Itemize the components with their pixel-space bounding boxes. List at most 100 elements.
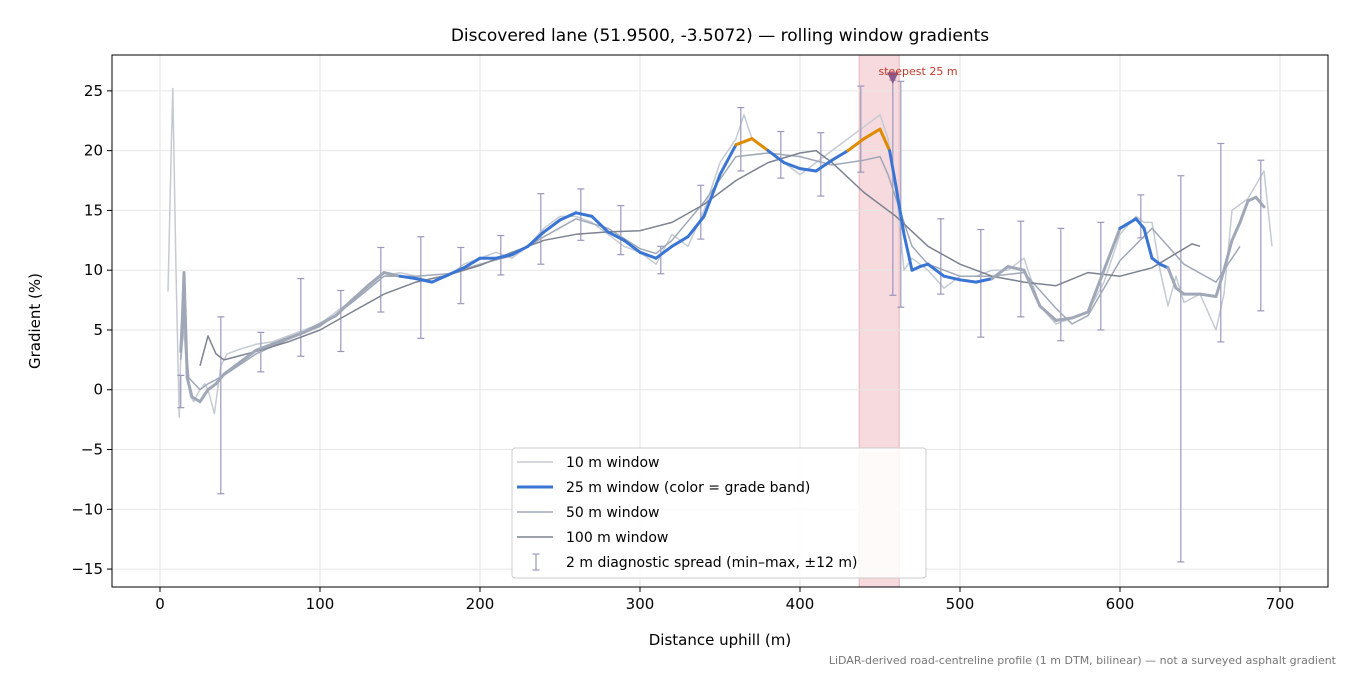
legend-label-errorbar: 2 m diagnostic spread (min–max, ±12 m)	[566, 555, 857, 571]
series-segment-25m	[510, 244, 530, 257]
y-tick-label: −15	[71, 560, 103, 578]
series-segment-25m	[1238, 199, 1250, 224]
series-segment-25m	[894, 185, 906, 236]
x-tick-label: 100	[306, 595, 335, 613]
y-tick-label: 0	[93, 381, 103, 399]
y-tick-label: 10	[84, 261, 103, 279]
x-tick-label: 600	[1106, 595, 1135, 613]
series-segment-25m	[1174, 286, 1186, 296]
y-tick-label: 25	[84, 82, 103, 100]
series-segment-25m	[542, 218, 562, 234]
series-segment-25m	[558, 211, 578, 222]
series-segment-25m	[350, 284, 370, 302]
series-segment-25m	[974, 277, 994, 284]
series-segment-25m	[702, 173, 722, 218]
axes-frame	[111, 54, 1329, 588]
steepest-marker	[886, 72, 899, 85]
series-line-10m	[167, 87, 1273, 418]
series-segment-25m	[958, 278, 978, 284]
series-segment-25m	[814, 158, 834, 173]
x-tick-label: 500	[946, 595, 975, 613]
series-line-100m	[199, 149, 1201, 366]
x-axis-label: Distance uphill (m)	[649, 631, 791, 649]
series-segment-25m	[1038, 304, 1058, 322]
series-segment-25m	[198, 388, 210, 404]
series-segment-25m	[526, 230, 546, 248]
series-segment-25m	[286, 330, 306, 340]
series-segment-25m	[1134, 217, 1146, 230]
series-segment-25m	[1142, 226, 1154, 260]
series-segment-25m	[190, 395, 202, 404]
series-segment-25m	[318, 314, 338, 326]
series-segment-25m	[590, 214, 610, 234]
series-segment-25m	[718, 143, 738, 177]
y-tick-label: −10	[71, 500, 103, 518]
series-segment-25m	[206, 382, 218, 392]
plot-area	[167, 79, 1273, 563]
series-segment-25m	[670, 235, 690, 248]
series-segment-25m	[990, 265, 1010, 281]
footnote: LiDAR-derived road-centreline profile (1…	[829, 654, 1337, 667]
y-tick-label: 5	[93, 321, 103, 339]
series-segment-25m	[398, 274, 418, 281]
series-segment-25m	[182, 271, 189, 380]
series-segment-25m	[686, 214, 706, 239]
series-segment-25m	[926, 262, 946, 278]
series-segment-25m	[638, 250, 658, 260]
series-segment-25m	[1214, 268, 1226, 298]
series-segment-25m	[270, 336, 290, 346]
series-segment-25m	[878, 127, 892, 153]
series-segment-25m	[734, 137, 754, 147]
legend-label-25m: 25 m window (color = grade band)	[566, 480, 810, 496]
series-segment-25m	[430, 273, 450, 284]
legend-swatch-errorbar	[532, 553, 540, 571]
y-tick-label: 15	[84, 201, 103, 219]
series-segment-25m	[846, 137, 866, 153]
series-segment-25m	[902, 232, 914, 272]
series-segment-25m	[1070, 310, 1090, 320]
series-segment-25m	[446, 266, 466, 277]
series-segment-25m	[238, 348, 258, 364]
x-tick-label: 0	[155, 595, 165, 613]
x-axis-ticks: 0 100 200 300 400 500 600 700	[155, 587, 1294, 613]
series-segment-25m	[1006, 265, 1026, 272]
legend-label-10m: 10 m window	[566, 455, 659, 471]
series-segment-25m	[782, 161, 802, 171]
y-axis-ticks: −15 −10 −5 0 5 10 15 20 25	[71, 82, 112, 578]
x-tick-label: 300	[626, 595, 655, 613]
series-segment-25m	[254, 342, 274, 352]
series-segment-25m	[222, 360, 242, 376]
series-segment-25m	[606, 230, 626, 242]
x-tick-label: 400	[786, 595, 815, 613]
series-segment-25m	[862, 127, 882, 141]
series-segment-25m	[1254, 195, 1266, 209]
series-segment-25m	[214, 372, 226, 386]
legend-label-100m: 100 m window	[566, 530, 668, 546]
legend-label-50m: 50 m window	[566, 505, 659, 521]
series-segment-25m	[622, 238, 642, 254]
series-segment-25m	[366, 271, 386, 288]
steepest-label: steepest 25 m	[878, 65, 957, 78]
series-segment-25m	[462, 256, 482, 270]
series-segment-25m	[1118, 217, 1138, 230]
series-segment-25m	[382, 271, 402, 278]
series-segment-25m	[1166, 266, 1178, 290]
x-tick-label: 200	[466, 595, 495, 613]
series-segment-25m	[798, 167, 818, 173]
y-tick-label: 20	[84, 142, 103, 160]
legend: 10 m window 25 m window (color = grade b…	[511, 447, 927, 579]
series-segment-25m	[888, 149, 898, 188]
series-segment-25m	[830, 149, 850, 162]
series-segment-25m	[1022, 268, 1042, 308]
x-tick-label: 700	[1266, 595, 1295, 613]
series-segment-25m	[1230, 220, 1242, 242]
series-segment-25m	[654, 244, 674, 260]
series-segment-25m	[185, 376, 194, 399]
series-segment-25m	[1198, 292, 1218, 298]
chart-title: Discovered lane (51.9500, -3.5072) — rol…	[451, 26, 989, 46]
series-segment-25m	[942, 274, 962, 282]
series-segment-25m	[179, 316, 184, 353]
series-segment-25m	[574, 211, 594, 218]
series-segment-25m	[414, 277, 434, 284]
